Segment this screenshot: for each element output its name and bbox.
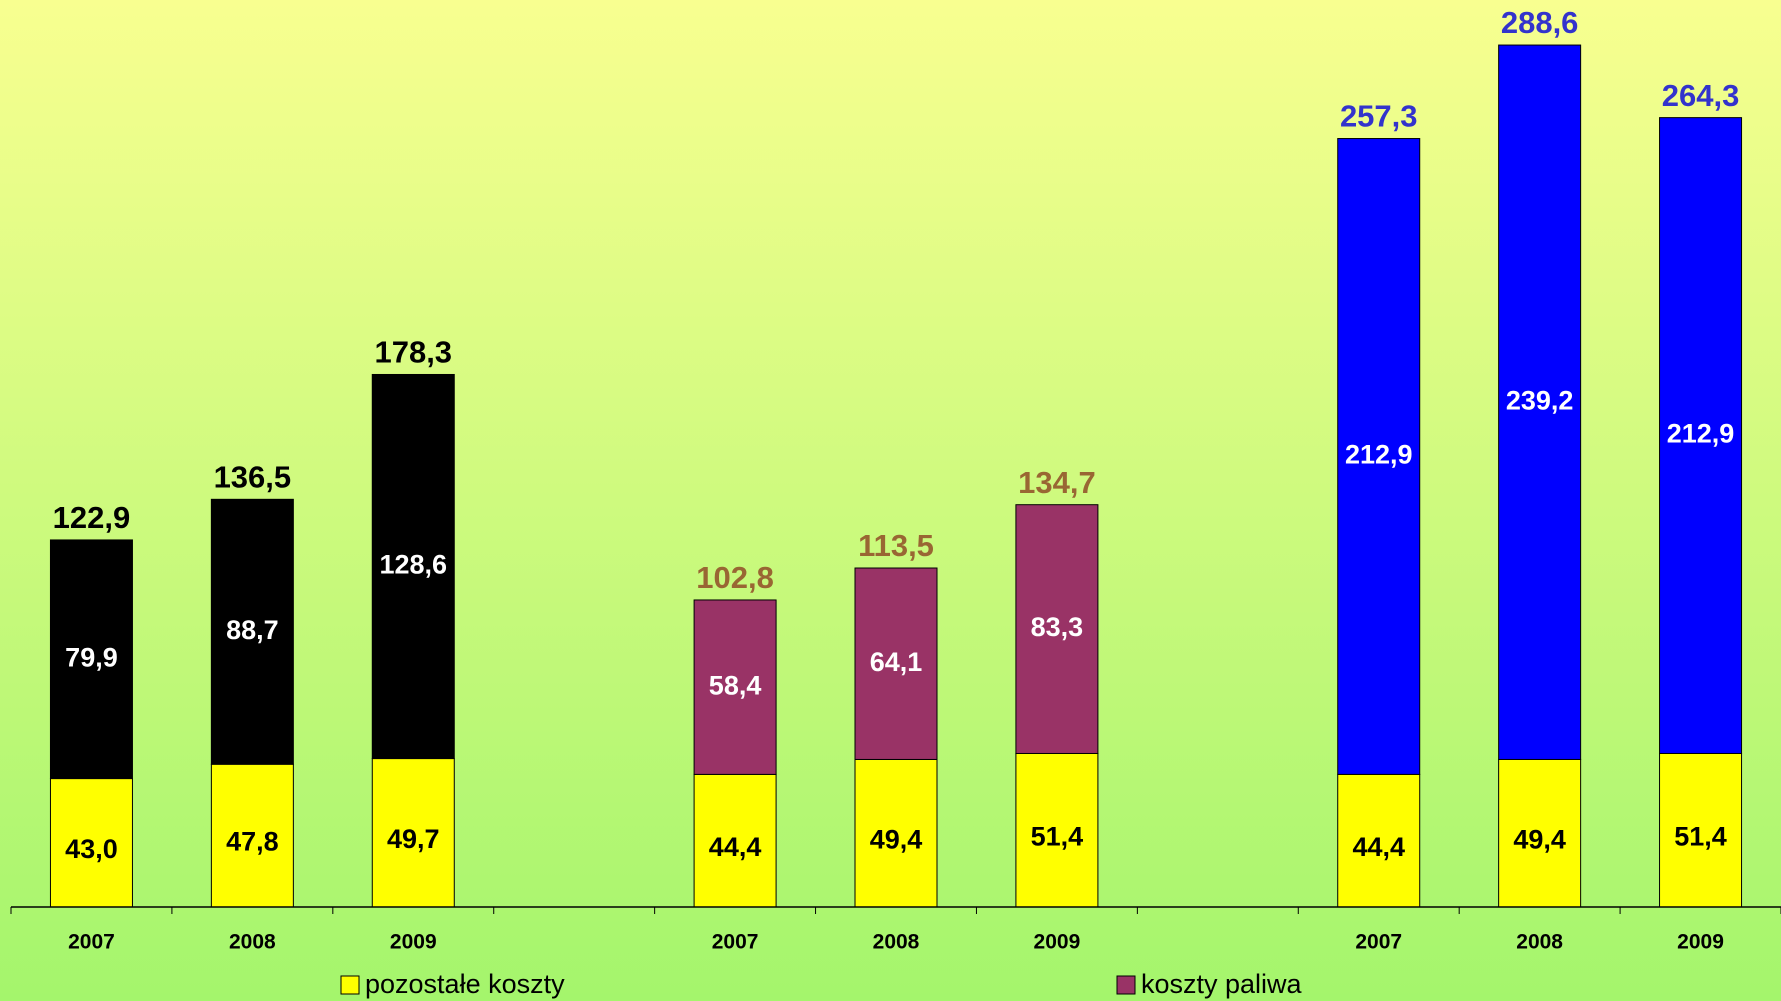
legend-label: pozostałe koszty bbox=[365, 969, 565, 999]
x-tick-label: 2008 bbox=[229, 931, 276, 954]
data-label: 128,6 bbox=[379, 550, 447, 580]
total-label: 134,7 bbox=[1018, 465, 1096, 500]
x-tick-label: 2009 bbox=[1034, 931, 1081, 954]
total-label: 264,3 bbox=[1662, 78, 1740, 113]
total-label: 288,6 bbox=[1501, 5, 1579, 40]
x-tick-label: 2008 bbox=[873, 931, 920, 954]
bar-segment bbox=[854, 758, 938, 908]
bar-segment bbox=[693, 773, 777, 908]
bar-segment bbox=[1659, 117, 1743, 754]
data-label: 64,1 bbox=[870, 647, 923, 677]
total-label: 122,9 bbox=[53, 500, 131, 535]
bar-segment bbox=[1337, 138, 1421, 775]
legend-label: koszty paliwa bbox=[1141, 969, 1303, 999]
x-tick-label: 2008 bbox=[1516, 931, 1563, 954]
x-tick-label: 2009 bbox=[390, 931, 437, 954]
total-label: 113,5 bbox=[858, 528, 934, 563]
legend-swatch bbox=[1116, 975, 1136, 995]
total-label: 178,3 bbox=[374, 335, 452, 370]
data-label: 51,4 bbox=[1674, 821, 1727, 851]
data-label: 51,4 bbox=[1031, 821, 1084, 851]
x-tick-label: 2007 bbox=[712, 931, 759, 954]
bar-segment bbox=[1337, 773, 1421, 908]
data-label: 49,7 bbox=[387, 824, 440, 854]
data-label: 49,4 bbox=[870, 824, 923, 854]
data-label: 88,7 bbox=[226, 615, 279, 645]
bar-segment bbox=[210, 498, 294, 765]
total-label: 136,5 bbox=[214, 460, 292, 495]
data-label: 83,3 bbox=[1031, 612, 1084, 642]
bar-segment bbox=[693, 599, 777, 775]
total-label: 257,3 bbox=[1340, 99, 1418, 134]
bar-segment bbox=[1498, 758, 1582, 908]
data-label: 239,2 bbox=[1506, 385, 1574, 415]
bar-segment bbox=[1015, 504, 1099, 754]
bar-segment bbox=[854, 567, 938, 760]
x-tick-label: 2009 bbox=[1677, 931, 1724, 954]
bar-segment bbox=[210, 763, 294, 908]
data-label: 212,9 bbox=[1345, 440, 1413, 470]
data-label: 49,4 bbox=[1513, 824, 1566, 854]
bar-segment bbox=[49, 778, 133, 908]
data-label: 47,8 bbox=[226, 827, 279, 857]
total-label: 102,8 bbox=[696, 560, 774, 595]
data-label: 44,4 bbox=[1352, 832, 1405, 862]
legend-swatch bbox=[340, 975, 360, 995]
bar-segment bbox=[1498, 44, 1582, 760]
x-tick-label: 2007 bbox=[1355, 931, 1402, 954]
data-label: 44,4 bbox=[709, 832, 762, 862]
data-label: 58,4 bbox=[709, 670, 762, 700]
bar-segment bbox=[371, 373, 455, 760]
x-tick-label: 2007 bbox=[68, 931, 115, 954]
bar-segment bbox=[49, 539, 133, 780]
data-label: 79,9 bbox=[65, 642, 118, 672]
bar-segment bbox=[1659, 752, 1743, 908]
data-label: 212,9 bbox=[1667, 419, 1735, 449]
data-label: 43,0 bbox=[65, 834, 118, 864]
